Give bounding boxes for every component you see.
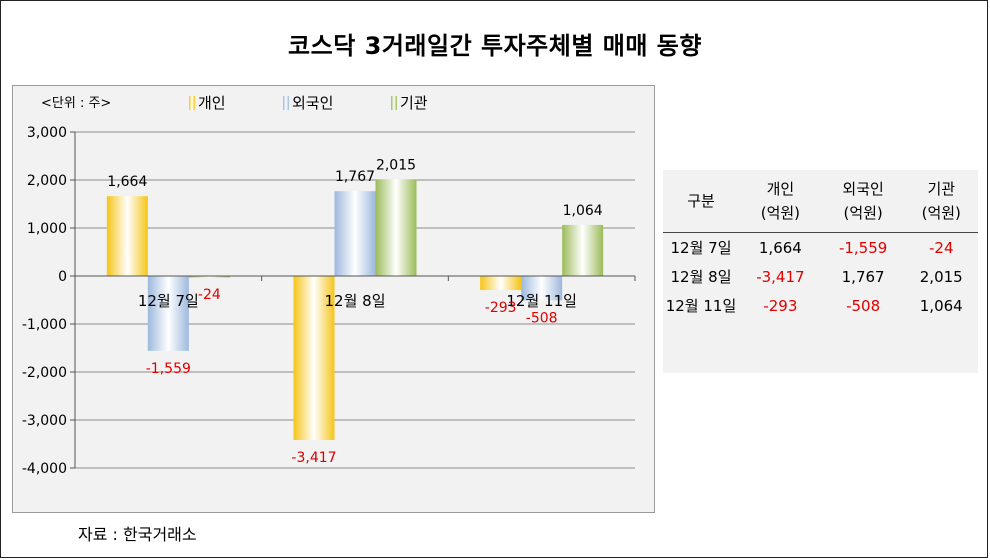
legend-swatch bbox=[189, 96, 195, 110]
bar-chart: 3,000 2,000 1,000 0 -1,000 -2,000 -3,000 -4,000… bbox=[22, 94, 636, 477]
table-header-category: 구분 bbox=[687, 192, 715, 210]
legend-label: 외국인 bbox=[292, 94, 333, 112]
bar-individual bbox=[106, 196, 148, 276]
data-label: 1,064 bbox=[563, 203, 603, 219]
data-label: -508 bbox=[526, 310, 558, 326]
table-cell-value: 2,015 bbox=[919, 267, 963, 286]
legend-label: 개인 bbox=[198, 94, 226, 112]
bar-individual bbox=[480, 276, 522, 291]
data-label: 1,664 bbox=[107, 174, 147, 190]
x-category-label: 12월 11일 bbox=[506, 292, 577, 310]
table-cell-value: 1,664 bbox=[758, 238, 802, 257]
bar-institution bbox=[188, 276, 230, 278]
data-label: 1,767 bbox=[335, 169, 375, 185]
unit-label: <단위 : 주> bbox=[41, 96, 111, 111]
bar-institution bbox=[375, 179, 417, 276]
table-header-institution: 기관 (억원) bbox=[921, 180, 961, 222]
data-label: -1,559 bbox=[146, 361, 191, 377]
table-header-row: 구분 개인 (억원) 외국인 (억원) 기관 (억원) bbox=[663, 170, 978, 233]
legend-swatch bbox=[391, 96, 397, 110]
table-cell-value: 1,767 bbox=[841, 267, 885, 286]
table-header-foreign: 외국인 (억원) bbox=[842, 180, 884, 222]
bar-foreign bbox=[334, 191, 376, 276]
x-category-label: 12월 8일 bbox=[325, 292, 386, 310]
table-row: 12월 7일 1,664 -1,559 -24 bbox=[663, 233, 978, 263]
legend-label: 기관 bbox=[400, 94, 428, 112]
table-cell-date: 12월 11일 bbox=[665, 297, 737, 315]
bar-foreign bbox=[521, 276, 563, 301]
table-cell-value: -1,559 bbox=[838, 238, 888, 257]
legend-swatch bbox=[283, 96, 289, 110]
table-cell-value: -3,417 bbox=[756, 267, 805, 286]
x-category-label: 12월 7일 bbox=[138, 292, 199, 310]
source-note: 자료 : 한국거래소 bbox=[78, 525, 197, 544]
bar-individual bbox=[293, 276, 335, 441]
y-tick-label: 1,000 bbox=[27, 221, 67, 237]
table-row: 12월 8일 -3,417 1,767 2,015 bbox=[663, 262, 978, 291]
y-tick-label: -3,000 bbox=[22, 413, 67, 429]
data-label: -293 bbox=[485, 300, 517, 316]
y-tick-label: -1,000 bbox=[22, 317, 67, 333]
table-cell-value: -293 bbox=[763, 296, 798, 315]
data-table-panel: 구분 개인 (억원) 외국인 (억원) 기관 (억원) 12월 7일 1,664 -1… bbox=[663, 170, 978, 373]
y-tick-label: -4,000 bbox=[22, 461, 67, 477]
data-table: 구분 개인 (억원) 외국인 (억원) 기관 (억원) 12월 7일 1,664 -1… bbox=[663, 170, 978, 320]
bar-foreign bbox=[147, 276, 189, 351]
table-header-individual: 개인 (억원) bbox=[760, 180, 801, 222]
data-label: -24 bbox=[198, 287, 221, 303]
table-cell-date: 12월 7일 bbox=[670, 239, 732, 257]
chart-panel: 3,000 2,000 1,000 0 -1,000 -2,000 -3,000 -4,000… bbox=[12, 85, 655, 513]
table-cell-value: 1,064 bbox=[919, 296, 963, 315]
table-row: 12월 11일 -293 -508 1,064 bbox=[663, 291, 978, 320]
y-tick-label: -2,000 bbox=[22, 365, 67, 381]
data-label: 2,015 bbox=[376, 157, 416, 173]
data-label: -3,417 bbox=[291, 450, 336, 466]
page-title: 코스닥 3거래일간 투자주체별 매매 동향 bbox=[288, 32, 702, 60]
y-tick-label: 0 bbox=[58, 269, 67, 285]
y-tick-label: 3,000 bbox=[27, 125, 67, 141]
table-cell-value: -24 bbox=[929, 238, 954, 257]
table-cell-date: 12월 8일 bbox=[670, 268, 732, 286]
y-tick-label: 2,000 bbox=[27, 173, 67, 189]
table-cell-value: -508 bbox=[846, 296, 881, 315]
bar-institution bbox=[562, 224, 604, 276]
